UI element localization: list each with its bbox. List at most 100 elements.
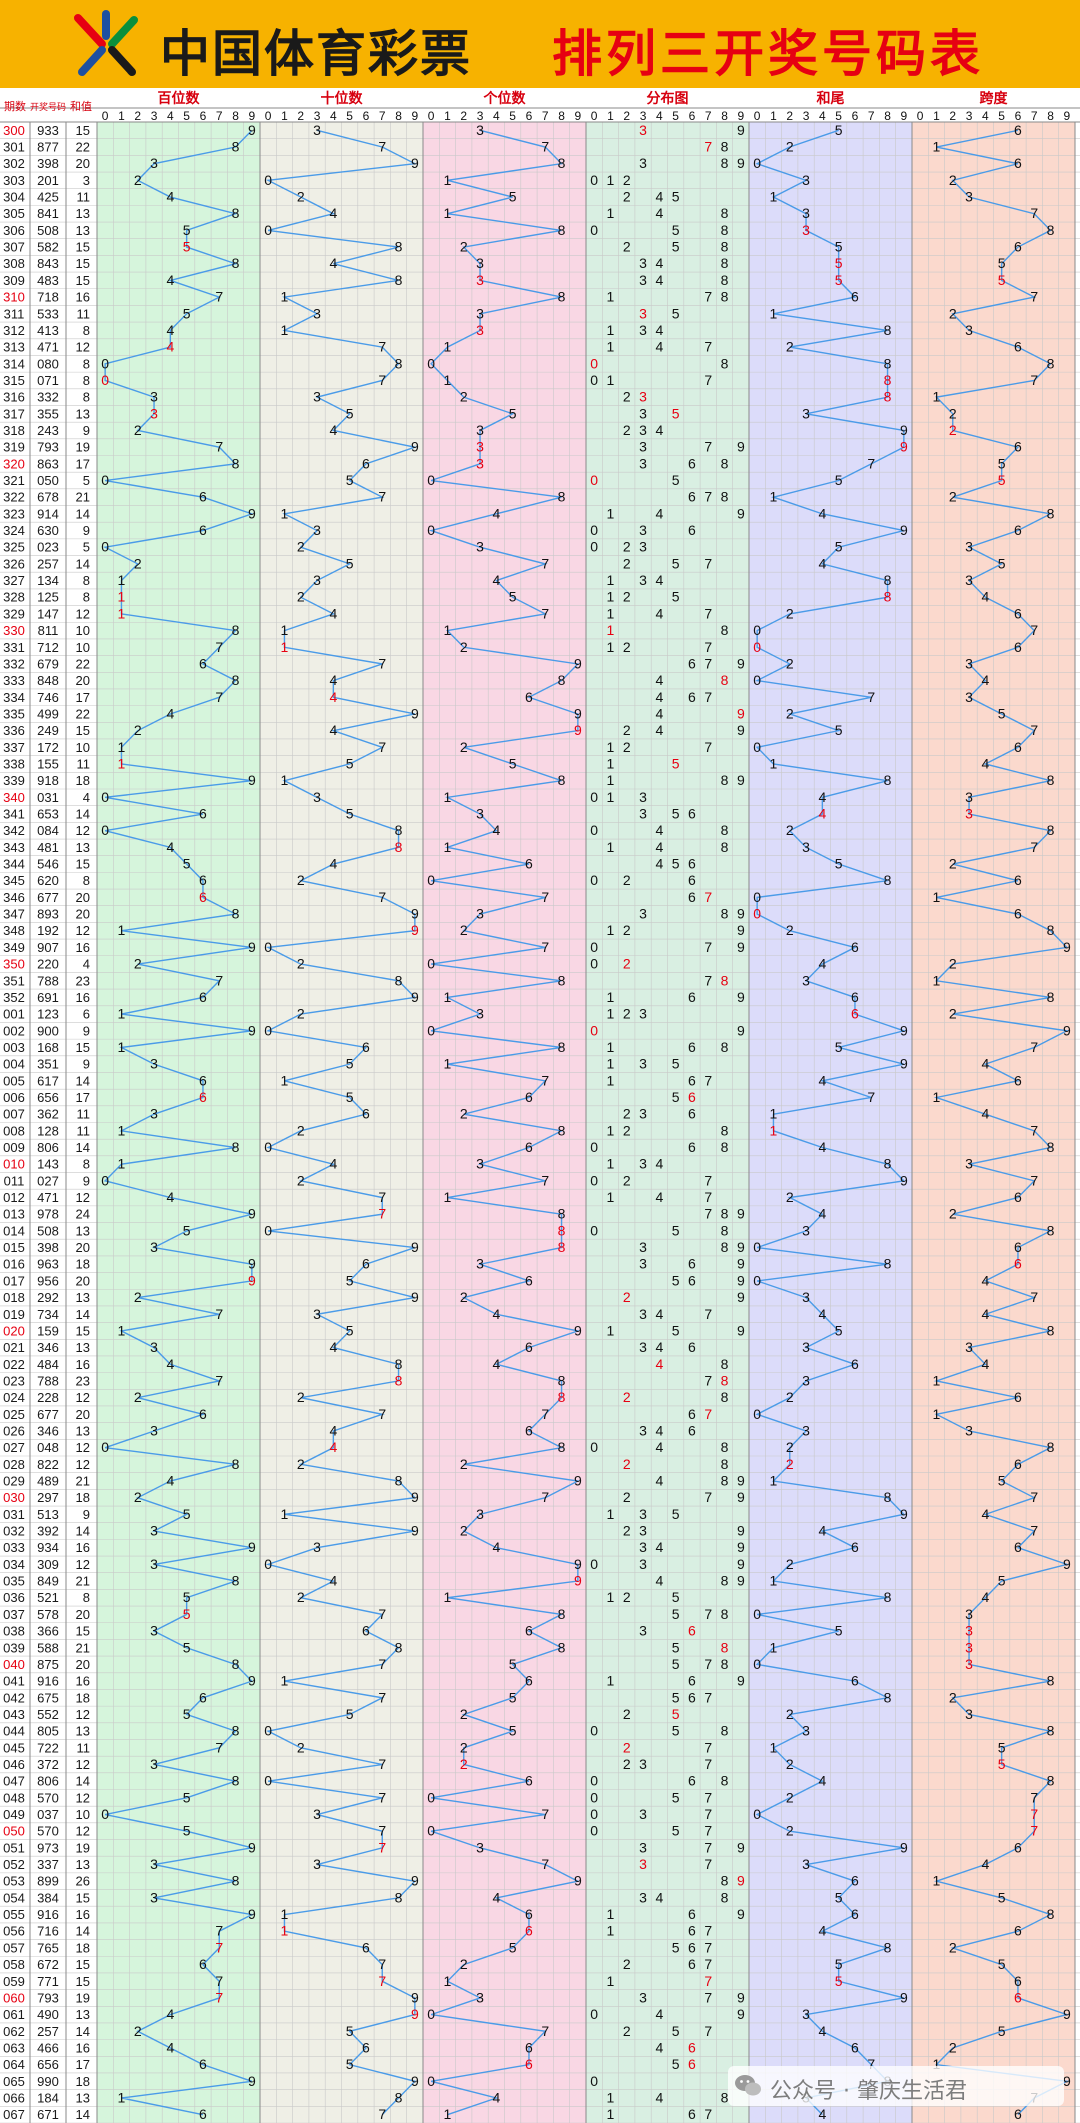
distribution-point: 8 xyxy=(721,2089,729,2105)
number-cell: 351 xyxy=(37,1057,59,1072)
number-cell: 849 xyxy=(37,1574,59,1589)
trend-point: 5 xyxy=(346,472,354,488)
trend-point: 9 xyxy=(411,705,419,721)
trend-point: 1 xyxy=(118,1006,126,1022)
sum-cell: 11 xyxy=(77,190,91,205)
trend-point: 0 xyxy=(427,522,435,538)
issue-cell: 048 xyxy=(3,1790,25,1805)
trend-point: 8 xyxy=(395,972,403,988)
distribution-point: 8 xyxy=(721,155,729,171)
trend-point: 2 xyxy=(786,339,794,355)
trend-point: 3 xyxy=(965,539,973,555)
trend-point: 7 xyxy=(215,1973,223,1989)
number-cell: 907 xyxy=(37,940,59,955)
trend-point: 4 xyxy=(492,1306,500,1322)
distribution-point: 2 xyxy=(623,1122,631,1138)
trend-point: 5 xyxy=(509,1656,517,1672)
trend-point: 8 xyxy=(232,1573,240,1589)
sum-cell: 4 xyxy=(83,790,90,805)
distribution-point: 6 xyxy=(688,1422,696,1438)
trend-point: 0 xyxy=(264,1022,272,1038)
trend-point: 7 xyxy=(378,655,386,671)
distribution-point: 4 xyxy=(655,189,663,205)
trend-point: 9 xyxy=(574,1322,582,1338)
trend-point: 5 xyxy=(183,239,191,255)
trend-point: 0 xyxy=(101,355,109,371)
sum-cell: 10 xyxy=(76,640,90,655)
trend-point: 6 xyxy=(1014,1389,1022,1405)
distribution-point: 4 xyxy=(655,856,663,872)
sum-cell: 23 xyxy=(76,1373,90,1388)
distribution-header: 分布图 xyxy=(647,90,689,106)
distribution-point: 4 xyxy=(655,422,663,438)
trend-point: 4 xyxy=(329,255,337,271)
distribution-point: 4 xyxy=(655,672,663,688)
trend-point: 1 xyxy=(933,1372,941,1388)
trend-point: 1 xyxy=(933,139,941,155)
digit-header: 9 xyxy=(249,109,256,123)
trend-point: 3 xyxy=(150,1523,158,1539)
issue-cell: 304 xyxy=(3,190,25,205)
distribution-point: 9 xyxy=(737,1523,745,1539)
distribution-point: 7 xyxy=(704,1806,712,1822)
trend-point: 3 xyxy=(965,789,973,805)
trend-point: 4 xyxy=(981,672,989,688)
trend-point: 3 xyxy=(313,1306,321,1322)
distribution-point: 1 xyxy=(607,339,615,355)
trend-point: 5 xyxy=(835,1039,843,1055)
distribution-point: 3 xyxy=(639,255,647,271)
trend-point: 7 xyxy=(867,1089,875,1105)
distribution-point: 2 xyxy=(623,722,631,738)
trend-point: 4 xyxy=(818,1206,826,1222)
number-cell: 346 xyxy=(37,1340,59,1355)
number-cell: 048 xyxy=(37,1440,59,1455)
distribution-point: 5 xyxy=(672,1939,680,1955)
trend-point: 7 xyxy=(378,1406,386,1422)
distribution-point: 5 xyxy=(672,472,680,488)
number-cell: 793 xyxy=(37,1990,59,2005)
issue-cell: 017 xyxy=(3,1273,25,1288)
distribution-point: 2 xyxy=(623,956,631,972)
sum-cell: 13 xyxy=(76,1340,90,1355)
trend-point: 9 xyxy=(248,939,256,955)
distribution-point: 5 xyxy=(672,1706,680,1722)
sum-cell: 14 xyxy=(76,807,90,822)
trend-point: 1 xyxy=(770,1106,778,1122)
distribution-point: 6 xyxy=(688,655,696,671)
trend-point: 1 xyxy=(933,972,941,988)
trend-point: 2 xyxy=(786,1456,794,1472)
distribution-point: 1 xyxy=(607,989,615,1005)
trend-point: 7 xyxy=(215,1372,223,1388)
trend-point: 9 xyxy=(574,1573,582,1589)
distribution-point: 0 xyxy=(590,1723,598,1739)
trend-point: 5 xyxy=(998,1756,1006,1772)
digit-header: 8 xyxy=(721,109,728,123)
sum-cell: 19 xyxy=(76,440,90,455)
number-cell: 037 xyxy=(37,1807,59,1822)
issue-cell: 006 xyxy=(3,1090,25,1105)
trend-point: 3 xyxy=(476,1989,484,2005)
digit-header: 7 xyxy=(1031,109,1038,123)
digit-header: 1 xyxy=(444,109,451,123)
trend-point: 8 xyxy=(1047,1673,1055,1689)
trend-point: 8 xyxy=(884,355,892,371)
trend-point: 6 xyxy=(362,1623,370,1639)
number-cell: 384 xyxy=(37,1890,59,1905)
trend-point: 1 xyxy=(933,2056,941,2072)
distribution-point: 3 xyxy=(639,1856,647,1872)
trend-point: 6 xyxy=(199,489,207,505)
sum-cell: 17 xyxy=(76,1090,90,1105)
trend-point: 2 xyxy=(134,422,142,438)
distribution-point: 6 xyxy=(688,1689,696,1705)
trend-point: 5 xyxy=(346,405,354,421)
issue-cell: 020 xyxy=(3,1323,25,1338)
trend-point: 2 xyxy=(134,1489,142,1505)
trend-point: 2 xyxy=(949,422,957,438)
issue-cell: 327 xyxy=(3,573,25,588)
issue-cell: 041 xyxy=(3,1674,25,1689)
number-cell: 332 xyxy=(37,390,59,405)
sum-cell: 13 xyxy=(76,223,90,238)
distribution-point: 6 xyxy=(688,2056,696,2072)
sum-cell: 21 xyxy=(76,490,90,505)
